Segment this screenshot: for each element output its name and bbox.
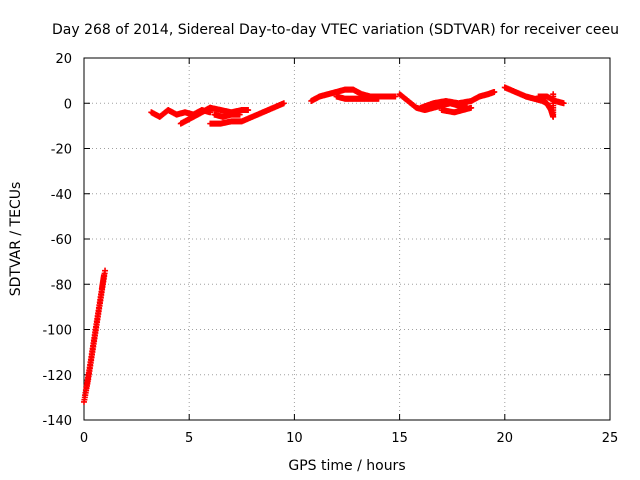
data-point	[375, 95, 382, 102]
chart-title: Day 268 of 2014, Sidereal Day-to-day VTE…	[52, 22, 619, 38]
data-points	[81, 84, 567, 405]
x-tick-label: 5	[185, 431, 193, 446]
data-point	[245, 107, 252, 114]
y-tick-label: -40	[51, 188, 72, 203]
data-point	[491, 88, 498, 95]
y-axis-label: SDTVAR / TECUs	[8, 182, 24, 297]
data-point	[468, 104, 475, 111]
data-point	[560, 100, 567, 107]
data-point	[100, 272, 107, 279]
y-tick-label: -140	[42, 414, 72, 429]
y-tick-label: -80	[51, 278, 72, 293]
x-tick-label: 25	[602, 431, 619, 446]
y-tick-label: -120	[42, 369, 72, 384]
x-tick-label: 15	[391, 431, 408, 446]
data-point	[102, 267, 109, 274]
y-tick-label: -100	[42, 324, 72, 339]
data-point	[236, 111, 243, 118]
tick-layer: 0 5 10 15 20 25 20 0 -20 -40 -60 -80 -100 -120 -140	[42, 52, 618, 446]
data-point	[280, 100, 287, 107]
y-tick-label: -20	[51, 143, 72, 158]
y-tick-label: 0	[64, 97, 72, 112]
x-tick-label: 10	[286, 431, 303, 446]
data-point	[550, 91, 557, 98]
data-point	[392, 93, 399, 100]
y-tick-label: 20	[55, 52, 72, 67]
y-tick-label: -60	[51, 233, 72, 248]
x-axis-label: GPS time / hours	[288, 458, 405, 474]
x-tick-label: 20	[497, 431, 514, 446]
x-tick-label: 0	[80, 431, 88, 446]
